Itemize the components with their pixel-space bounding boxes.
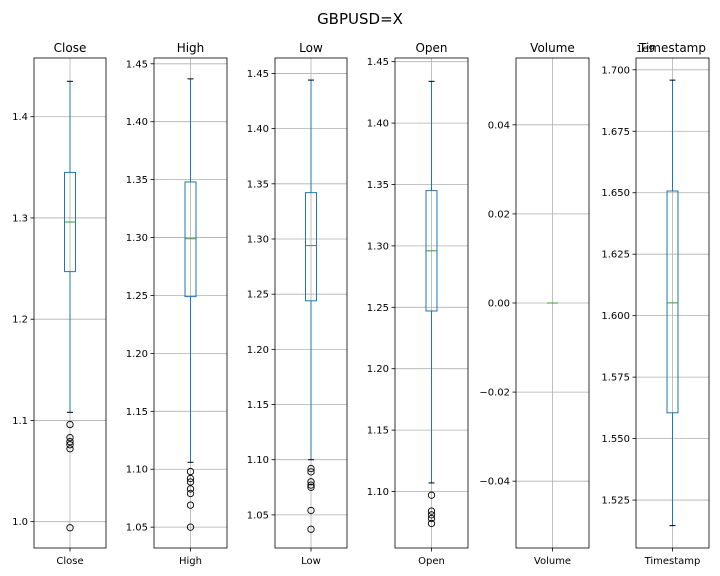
axes-frame xyxy=(515,57,590,549)
y-tick-label: 1.10 xyxy=(367,487,389,498)
figure-suptitle: GBPUSD=X xyxy=(317,10,403,28)
outlier-point xyxy=(427,507,436,515)
y-tick-label: 1.625 xyxy=(601,250,630,261)
outlier-point xyxy=(307,483,315,491)
outlier-point xyxy=(307,478,315,486)
y-tick-label: 1.15 xyxy=(367,426,389,437)
x-tick-label: Volume xyxy=(534,556,571,567)
outlier-point xyxy=(186,467,195,476)
subplot-close: Close 1.0 1.1 1.2 1.3 1.4 Close xyxy=(12,41,107,567)
y-tick-label: 1.30 xyxy=(126,233,148,244)
outlier-point xyxy=(427,514,436,523)
outlier-point xyxy=(186,489,195,498)
y-tick-label: 1.15 xyxy=(247,400,269,411)
outlier-point xyxy=(307,464,315,473)
y-tick-label: 1.35 xyxy=(367,180,389,191)
y-tick-label: 1.45 xyxy=(126,59,148,70)
axes-frame xyxy=(153,57,228,549)
outlier-point xyxy=(186,485,195,493)
outlier-point xyxy=(307,506,315,515)
x-tick-label: Close xyxy=(56,556,83,567)
y-tick-label: 1.575 xyxy=(601,373,630,384)
y-tick-label: 1.20 xyxy=(367,364,389,375)
y-tick-label: 1.25 xyxy=(247,290,269,301)
y-tick-label: 1.30 xyxy=(247,234,269,245)
subplot-open: Open 1.10 1.15 1.20 1.25 1.30 1.35 1.40 1.45 Open xyxy=(367,41,469,567)
y-tick-label: 1.35 xyxy=(247,179,269,190)
y-tick-label: 1.05 xyxy=(247,510,269,521)
y-tick-label: −0.04 xyxy=(479,477,510,488)
outlier-point xyxy=(307,525,315,533)
y-tick-label: 1.15 xyxy=(126,407,148,418)
y-tick-label: 1.3 xyxy=(12,213,28,224)
y-tick-label: 1.700 xyxy=(601,65,630,76)
y-tick-label: 1.05 xyxy=(126,523,148,534)
axes-frame xyxy=(274,57,348,549)
axes-frame xyxy=(635,57,710,549)
y-tick-label: 1.40 xyxy=(367,119,389,130)
y-tick-label: 1.2 xyxy=(12,315,28,326)
outlier-point xyxy=(307,468,315,476)
y-tick-label: 1.550 xyxy=(601,434,630,445)
y-tick-label: 0.00 xyxy=(488,299,510,310)
y-tick-label: 1.4 xyxy=(12,112,28,123)
outlier-point xyxy=(307,481,315,489)
subplot-volume: Volume −0.04 −0.02 0.00 0.02 0.04 Volume xyxy=(479,41,590,567)
axis-exponent-label: 1e9 xyxy=(636,44,655,55)
outlier-point xyxy=(186,523,195,531)
y-tick-label: 1.600 xyxy=(601,311,630,322)
subplot-title: Open xyxy=(415,41,447,55)
y-tick-label: 1.20 xyxy=(247,345,269,356)
y-tick-label: 1.20 xyxy=(126,349,148,360)
y-tick-label: 1.25 xyxy=(126,291,148,302)
subplot-title: Close xyxy=(54,41,87,55)
x-tick-label: Open xyxy=(418,556,445,567)
x-tick-label: High xyxy=(179,556,202,567)
y-tick-label: 1.45 xyxy=(367,57,389,68)
outlier-point xyxy=(66,441,74,449)
iqr-box xyxy=(184,181,197,298)
y-tick-label: −0.02 xyxy=(479,388,510,399)
outlier-point xyxy=(427,519,436,528)
subplot-timestamp: Timestamp1e91.5251.5501.5751.6001.6251.6… xyxy=(601,41,710,567)
subplot-title: High xyxy=(177,41,205,55)
subplot-high: High 1.05 1.10 1.15 1.20 1.25 1.30 1.35 1.40 1.45… xyxy=(126,41,228,567)
subplot-title: Low xyxy=(299,41,323,55)
y-tick-label: 1.1 xyxy=(12,416,28,427)
iqr-box xyxy=(666,190,679,414)
outlier-point xyxy=(66,420,74,429)
y-tick-label: 0.02 xyxy=(488,209,510,220)
y-tick-label: 1.35 xyxy=(126,175,148,186)
outlier-point xyxy=(427,511,436,519)
subplot-title: Volume xyxy=(530,41,575,55)
outlier-point xyxy=(66,445,74,453)
y-tick-label: 1.30 xyxy=(367,241,389,252)
x-tick-label: Timestamp xyxy=(644,556,701,567)
outlier-point xyxy=(186,474,195,483)
axes-frame xyxy=(33,57,107,549)
y-tick-label: 1.40 xyxy=(247,124,269,135)
outlier-point xyxy=(427,491,436,499)
y-tick-label: 1.10 xyxy=(126,465,148,476)
x-tick-label: Low xyxy=(301,556,321,567)
y-tick-label: 1.0 xyxy=(12,517,28,528)
y-tick-label: 1.525 xyxy=(601,496,630,507)
y-tick-label: 1.10 xyxy=(247,455,269,466)
iqr-box xyxy=(305,192,317,302)
axes-frame xyxy=(394,57,469,549)
y-tick-label: 1.25 xyxy=(367,303,389,314)
y-tick-label: 1.40 xyxy=(126,117,148,128)
subplot-low: Low 1.05 1.10 1.15 1.20 1.25 1.30 1.35 1.40 1.45 L… xyxy=(247,41,348,567)
outlier-point xyxy=(186,478,195,486)
outlier-point xyxy=(186,501,195,509)
subplot-title: Timestamp xyxy=(638,41,706,55)
y-tick-label: 1.650 xyxy=(601,188,630,199)
y-tick-label: 1.675 xyxy=(601,127,630,138)
outlier-point xyxy=(66,524,74,532)
y-tick-label: 0.04 xyxy=(488,120,510,131)
outlier-point xyxy=(66,433,74,442)
outlier-point xyxy=(66,438,74,446)
y-tick-label: 1.45 xyxy=(247,69,269,80)
